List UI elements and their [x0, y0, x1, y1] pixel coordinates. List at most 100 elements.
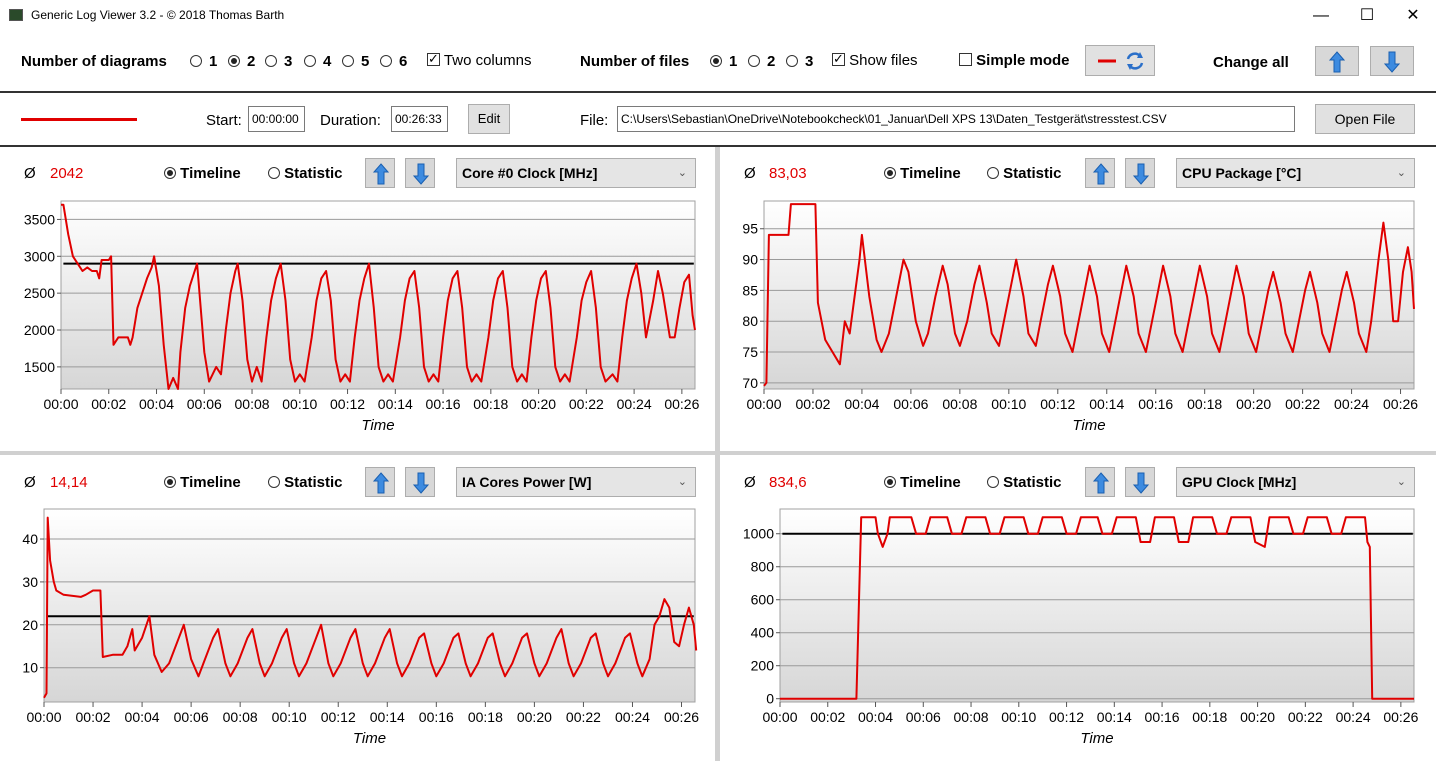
- minimize-button[interactable]: —: [1313, 7, 1329, 24]
- radio-icon: [380, 55, 392, 67]
- change-all-label: Change all: [1213, 54, 1289, 71]
- radio-icon: [164, 167, 176, 179]
- arrow-up-icon: [373, 163, 389, 185]
- duration-label: Duration:: [320, 112, 381, 129]
- x-tick-label: 00:26: [1383, 709, 1418, 725]
- chevron-down-icon: ⌄: [677, 167, 687, 179]
- sensor-down-button[interactable]: [1125, 467, 1155, 497]
- average-symbol: Ø: [744, 165, 756, 182]
- diagrams-radio-4[interactable]: 4: [304, 53, 331, 70]
- diagrams-radio-1[interactable]: 1: [190, 53, 217, 70]
- diagrams-radio-6[interactable]: 6: [380, 53, 407, 70]
- average-symbol: Ø: [744, 474, 756, 491]
- sensor-select[interactable]: GPU Clock [MHz] ⌄: [1176, 467, 1415, 497]
- line-color-refresh-button[interactable]: [1085, 45, 1155, 76]
- window-title: Generic Log Viewer 3.2 - © 2018 Thomas B…: [31, 8, 285, 22]
- sensor-down-button[interactable]: [405, 467, 435, 497]
- x-tick-label: 00:24: [615, 709, 650, 725]
- statistic-radio[interactable]: Statistic: [268, 474, 343, 491]
- radio-icon: [342, 55, 354, 67]
- diagram-panel-1: Ø 2042 Timeline Statistic Core #0 Clock …: [0, 147, 715, 451]
- sensor-up-button[interactable]: [1085, 467, 1115, 497]
- panel-divider-horizontal: [0, 451, 1436, 455]
- arrow-down-icon: [413, 472, 429, 494]
- x-axis-title: Time: [361, 417, 394, 434]
- x-tick-label: 00:16: [1145, 709, 1180, 725]
- sensor-up-button[interactable]: [365, 467, 395, 497]
- change-all-up-button[interactable]: [1315, 46, 1359, 76]
- x-tick-label: 00:24: [1334, 396, 1369, 412]
- file-label: File:: [580, 112, 609, 129]
- edit-button[interactable]: Edit: [468, 104, 510, 134]
- sensor-down-button[interactable]: [1125, 158, 1155, 188]
- x-tick-label: 00:26: [664, 396, 699, 412]
- statistic-radio[interactable]: Statistic: [987, 474, 1062, 491]
- timeline-radio[interactable]: Timeline: [164, 165, 241, 182]
- files-radio-3[interactable]: 3: [786, 53, 813, 70]
- timeline-radio[interactable]: Timeline: [884, 165, 961, 182]
- simple-mode-checkbox[interactable]: Simple mode: [959, 52, 1070, 69]
- separator: [0, 91, 1436, 93]
- start-input[interactable]: 00:00:00: [248, 106, 305, 132]
- series-line: [763, 203, 1415, 387]
- x-tick-label: 00:04: [125, 709, 160, 725]
- radio-icon: [228, 55, 240, 67]
- duration-input[interactable]: 00:26:33: [391, 106, 448, 132]
- statistic-radio[interactable]: Statistic: [987, 165, 1062, 182]
- diagram-panel-2: Ø 83,03 Timeline Statistic CPU Package […: [720, 147, 1436, 451]
- statistic-radio[interactable]: Statistic: [268, 165, 343, 182]
- x-tick-label: 00:20: [521, 396, 556, 412]
- chevron-down-icon: ⌄: [677, 476, 687, 488]
- x-tick-label: 00:18: [473, 396, 508, 412]
- open-file-button[interactable]: Open File: [1315, 104, 1415, 134]
- x-tick-label: 00:06: [187, 396, 222, 412]
- sensor-select[interactable]: CPU Package [°C] ⌄: [1176, 158, 1415, 188]
- file-line-color-swatch[interactable]: [21, 118, 137, 121]
- separator: [0, 145, 1436, 147]
- radio-icon: [304, 55, 316, 67]
- arrow-up-icon: [1093, 472, 1109, 494]
- files-radio-2[interactable]: 2: [748, 53, 775, 70]
- change-all-down-button[interactable]: [1370, 46, 1414, 76]
- y-tick-label: 2000: [24, 322, 55, 338]
- diagrams-radio-2[interactable]: 2: [228, 53, 255, 70]
- maximize-button[interactable]: ☐: [1359, 7, 1375, 24]
- sensor-up-button[interactable]: [365, 158, 395, 188]
- x-tick-label: 00:02: [810, 709, 845, 725]
- x-tick-label: 00:00: [26, 709, 61, 725]
- files-radio-1[interactable]: 1: [710, 53, 737, 70]
- x-tick-label: 00:08: [954, 709, 989, 725]
- x-tick-label: 00:14: [370, 709, 405, 725]
- sensor-down-button[interactable]: [405, 158, 435, 188]
- sensor-select[interactable]: IA Cores Power [W] ⌄: [456, 467, 696, 497]
- chart: 70 75 80 85 90 95 00:00 00:02 00:04 00:06 00:08 00:…: [742, 200, 1418, 434]
- show-files-checkbox[interactable]: Show files: [832, 51, 918, 69]
- sensor-up-button[interactable]: [1085, 158, 1115, 188]
- average-value: 83,03: [769, 165, 807, 182]
- two-columns-checkbox[interactable]: Two columns: [427, 51, 531, 69]
- chevron-down-icon: ⌄: [1396, 167, 1406, 179]
- x-tick-label: 00:02: [76, 709, 111, 725]
- diagram-panel-3: Ø 14,14 Timeline Statistic IA Cores Powe…: [0, 455, 715, 761]
- arrow-down-icon: [1384, 51, 1400, 73]
- diagrams-radio-3[interactable]: 3: [265, 53, 292, 70]
- x-tick-label: 00:00: [43, 396, 78, 412]
- x-tick-label: 00:02: [795, 396, 830, 412]
- file-path-input[interactable]: C:\Users\Sebastian\OneDrive\Notebookchec…: [617, 106, 1295, 132]
- x-tick-label: 00:20: [1236, 396, 1271, 412]
- arrow-up-icon: [1329, 51, 1345, 73]
- diagrams-radio-5[interactable]: 5: [342, 53, 369, 70]
- x-tick-label: 00:10: [991, 396, 1026, 412]
- sensor-select[interactable]: Core #0 Clock [MHz] ⌄: [456, 158, 696, 188]
- y-tick-label: 800: [751, 559, 775, 575]
- title-bar: [0, 0, 1436, 32]
- x-tick-label: 00:16: [426, 396, 461, 412]
- close-button[interactable]: ✕: [1406, 7, 1420, 24]
- x-tick-label: 00:22: [1288, 709, 1323, 725]
- timeline-radio[interactable]: Timeline: [164, 474, 241, 491]
- arrow-down-icon: [1133, 163, 1149, 185]
- radio-icon: [987, 476, 999, 488]
- timeline-radio[interactable]: Timeline: [884, 474, 961, 491]
- start-label: Start:: [206, 112, 242, 129]
- x-tick-label: 00:18: [1187, 396, 1222, 412]
